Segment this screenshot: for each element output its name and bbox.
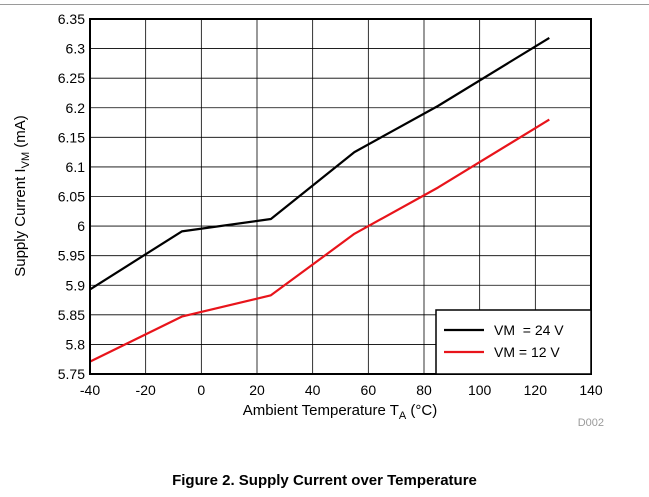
x-tick-label: 20 xyxy=(249,382,265,398)
y-tick-labels: 5.75 5.8 5.85 5.9 5.95 6 6.05 6.1 6.15 6.2 6.25 6.3… xyxy=(58,11,85,382)
y-axis-label: Supply Current IVM (mA) xyxy=(12,115,32,277)
y-axis-label-sub: VM xyxy=(20,152,32,169)
series-lines xyxy=(89,36,550,363)
x-axis-label-sub: A xyxy=(399,410,407,422)
x-axis-label-main: Ambient Temperature T xyxy=(243,402,399,419)
y-tick-label: 6.3 xyxy=(66,41,86,57)
y-tick-label: 5.75 xyxy=(58,366,85,382)
y-tick-label: 5.85 xyxy=(58,307,85,323)
x-tick-labels: -40 -20 0 20 40 60 80 100 120 140 xyxy=(80,382,603,398)
y-axis-label-unit: (mA) xyxy=(12,115,29,152)
x-axis-label: Ambient Temperature TA (°C) xyxy=(243,402,438,422)
y-tick-label: 6.05 xyxy=(58,189,85,205)
y-tick-label: 6.2 xyxy=(66,100,86,116)
top-rule xyxy=(0,4,649,5)
y-tick-label: 5.8 xyxy=(66,336,86,352)
figure-id: D002 xyxy=(578,417,604,429)
y-tick-label: 6 xyxy=(77,218,85,234)
figure-caption: Figure 2. Supply Current over Temperatur… xyxy=(172,472,477,489)
x-tick-label: -40 xyxy=(80,382,100,398)
y-tick-label: 6.25 xyxy=(58,70,85,86)
x-tick-label: 140 xyxy=(579,382,603,398)
series-line xyxy=(89,118,550,363)
plot-frame xyxy=(89,18,592,375)
y-tick-label: 6.15 xyxy=(58,129,85,145)
y-axis-label-main: Supply Current I xyxy=(12,168,29,276)
y-tick-label: 5.9 xyxy=(66,277,86,293)
x-tick-label: -20 xyxy=(136,382,156,398)
x-tick-label: 40 xyxy=(305,382,321,398)
x-axis-label-unit: (°C) xyxy=(406,402,437,419)
legend: VM = 24 V VM = 12 V xyxy=(435,309,592,375)
y-tick-label: 6.1 xyxy=(66,159,86,175)
x-tick-label: 100 xyxy=(468,382,492,398)
x-tick-label: 120 xyxy=(524,382,548,398)
series-line xyxy=(89,36,550,291)
x-tick-label: 60 xyxy=(361,382,377,398)
legend-label: VM = 24 V xyxy=(494,322,564,338)
y-tick-label: 6.35 xyxy=(58,11,85,27)
x-tick-label: 80 xyxy=(416,382,432,398)
y-tick-label: 5.95 xyxy=(58,248,85,264)
legend-label: VM = 12 V xyxy=(494,344,560,360)
x-tick-label: 0 xyxy=(197,382,205,398)
legend-box xyxy=(435,309,592,375)
